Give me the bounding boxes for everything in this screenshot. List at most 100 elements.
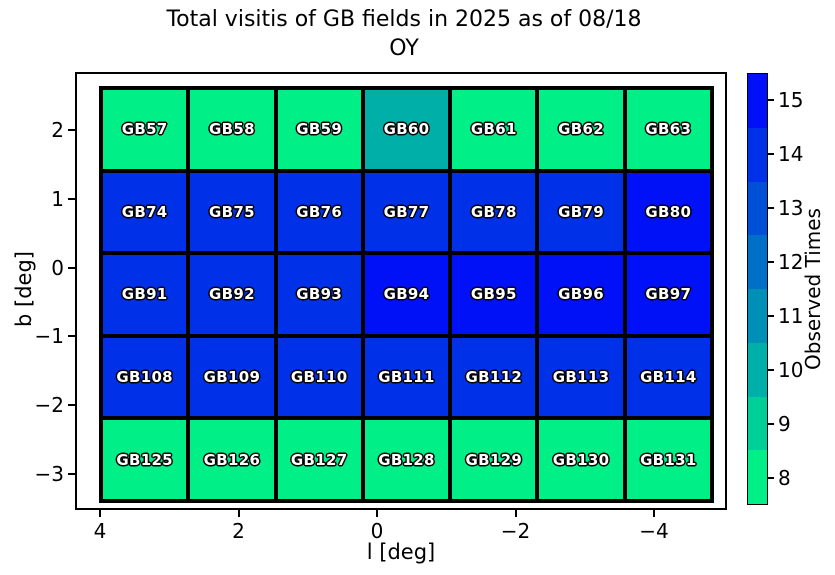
field-cell: GB130 <box>539 420 623 499</box>
y-tick-label: −2 <box>34 393 64 418</box>
field-cell: GB80 <box>626 172 710 252</box>
colorbar-tick-label: 15 <box>778 88 804 112</box>
field-label: GB127 <box>290 450 348 469</box>
colorbar-tick-label: 8 <box>778 466 791 490</box>
field-cell: GB93 <box>277 255 361 334</box>
field-label: GB112 <box>465 368 523 387</box>
colorbar-tick-label: 13 <box>778 196 804 220</box>
field-label: GB114 <box>640 368 697 387</box>
field-label: GB75 <box>209 202 255 221</box>
field-cell: GB92 <box>190 255 274 334</box>
chart-title-line2: OY <box>389 36 419 62</box>
colorbar-band <box>748 396 767 451</box>
x-tick-label: −4 <box>639 519 669 543</box>
y-tick-label: −3 <box>34 462 64 486</box>
colorbar-tick-label: 9 <box>778 412 791 436</box>
field-cell: GB97 <box>626 255 710 334</box>
plot-area: GB57 GB58 GB59 GB60 GB61 GB62 GB63 GB74 GB75 GB76… <box>75 72 727 510</box>
field-label: GB60 <box>383 120 430 139</box>
field-cell: GB114 <box>626 337 710 417</box>
field-cell: GB96 <box>539 255 623 334</box>
field-cell: GB95 <box>452 255 536 334</box>
field-cell: GB91 <box>103 255 187 334</box>
field-label: GB126 <box>203 450 261 469</box>
field-label: GB59 <box>296 120 343 139</box>
x-tick-mark <box>99 510 101 517</box>
field-cell: GB110 <box>277 337 361 417</box>
field-cell: GB113 <box>539 337 623 417</box>
field-label: GB130 <box>552 450 610 469</box>
y-tick-mark <box>68 473 75 475</box>
field-label: GB61 <box>470 120 517 139</box>
field-label: GB91 <box>121 285 168 304</box>
y-tick-label: −1 <box>34 324 64 349</box>
x-tick-label: 4 <box>93 519 107 543</box>
field-label: GB111 <box>378 368 435 387</box>
y-tick-mark <box>68 266 75 269</box>
y-tick-mark <box>68 197 75 200</box>
y-tick-mark <box>68 129 75 131</box>
colorbar-tick-label: 12 <box>778 250 804 274</box>
y-tick-label: 1 <box>51 186 64 211</box>
field-cell: GB63 <box>626 90 710 169</box>
field-cell: GB75 <box>190 172 274 252</box>
field-label: GB57 <box>121 120 168 139</box>
colorbar-band <box>748 181 767 236</box>
field-label: GB129 <box>465 450 523 469</box>
field-label: GB109 <box>203 368 261 387</box>
x-tick-label: 0 <box>370 519 384 543</box>
field-label: GB113 <box>552 368 610 387</box>
field-label: GB96 <box>558 285 604 304</box>
field-label: GB125 <box>116 450 173 469</box>
field-grid: GB57 GB58 GB59 GB60 GB61 GB62 GB63 GB74 GB75 GB76… <box>99 86 714 503</box>
colorbar-band <box>748 127 767 182</box>
field-cell: GB128 <box>364 420 449 499</box>
x-tick-mark <box>376 510 378 517</box>
field-cell: GB76 <box>277 172 361 252</box>
field-label: GB92 <box>209 285 255 304</box>
field-cell: GB78 <box>452 172 536 252</box>
x-tick-mark <box>514 510 517 517</box>
colorbar <box>747 73 768 505</box>
field-label: GB94 <box>383 285 430 304</box>
y-tick-label: 2 <box>51 118 64 142</box>
colorbar-band <box>748 235 767 289</box>
field-cell: GB127 <box>277 420 361 499</box>
field-cell: GB79 <box>539 172 623 252</box>
field-cell: GB74 <box>103 172 187 252</box>
colorbar-tick-mark <box>768 369 774 371</box>
field-label: GB110 <box>290 368 348 387</box>
field-label: GB76 <box>296 202 343 221</box>
field-cell: GB61 <box>452 90 536 169</box>
field-cell: GB131 <box>626 420 710 499</box>
field-label: GB131 <box>640 450 697 469</box>
colorbar-tick-mark <box>768 153 774 155</box>
colorbar-tick-mark <box>768 315 774 317</box>
field-cell: GB57 <box>103 90 187 169</box>
field-cell: GB60 <box>364 90 449 169</box>
field-cell: GB77 <box>364 172 449 252</box>
y-tick-label: 0 <box>51 255 64 280</box>
field-cell: GB58 <box>190 90 274 169</box>
field-cell: GB62 <box>539 90 623 169</box>
colorbar-tick-mark <box>768 207 774 209</box>
colorbar-tick-label: 10 <box>778 358 804 382</box>
field-cell: GB59 <box>277 90 361 169</box>
field-cell: GB111 <box>364 337 449 417</box>
colorbar-tick-mark <box>768 423 774 425</box>
colorbar-band <box>748 74 767 128</box>
colorbar-tick-mark <box>768 261 774 263</box>
field-label: GB74 <box>121 202 168 221</box>
field-cell: GB125 <box>103 420 187 499</box>
colorbar-band <box>748 342 767 397</box>
colorbar-band <box>748 289 767 343</box>
x-axis-label: l [deg] <box>366 540 436 564</box>
field-label: GB97 <box>645 285 692 304</box>
colorbar-tick-label: 11 <box>778 304 804 328</box>
field-label: GB128 <box>378 450 435 469</box>
field-cell: GB109 <box>190 337 274 417</box>
field-cell: GB112 <box>452 337 536 417</box>
field-label: GB95 <box>470 285 517 304</box>
field-label: GB58 <box>209 120 255 139</box>
